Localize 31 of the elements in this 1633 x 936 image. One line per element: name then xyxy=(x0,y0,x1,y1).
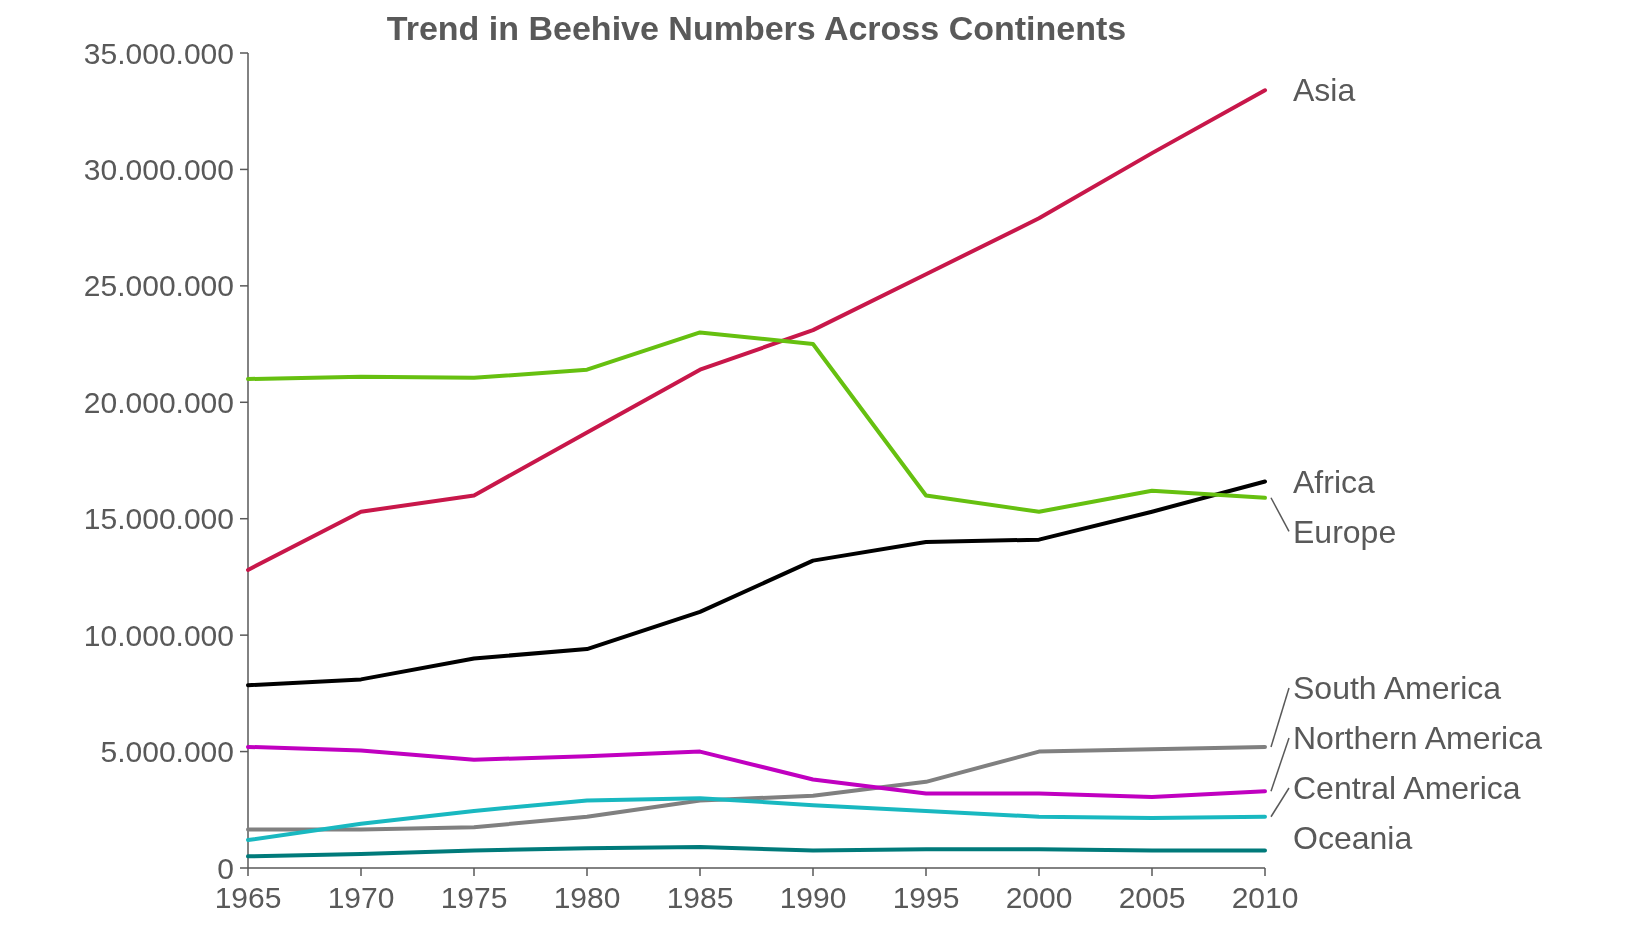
x-tick-label: 1985 xyxy=(666,881,734,914)
series-label: Oceania xyxy=(1293,820,1413,857)
y-tick-label: 25.000.000 xyxy=(83,269,234,303)
series-label: Asia xyxy=(1293,72,1356,109)
series-label: Northern America xyxy=(1293,720,1543,757)
line-series xyxy=(246,479,1267,688)
x-tick-label: 1995 xyxy=(892,881,960,914)
series-label: Europe xyxy=(1293,513,1397,550)
series-label: Africa xyxy=(1293,463,1375,500)
line-series xyxy=(246,796,1267,843)
y-tick-label: 10.000.000 xyxy=(83,618,234,652)
y-tick-label: 35.000.000 xyxy=(83,36,234,70)
x-tick-label: 1970 xyxy=(327,881,395,914)
x-tick-label: 2010 xyxy=(1231,881,1299,914)
chart-title: Trend in Beehive Numbers Across Continents xyxy=(386,9,1127,47)
line-series xyxy=(246,330,1267,514)
x-tick-label: 2005 xyxy=(1118,881,1186,914)
x-tick-label: 2000 xyxy=(1005,881,1073,914)
x-tick-label: 1980 xyxy=(553,881,621,914)
line-series xyxy=(246,88,1267,572)
line-series xyxy=(246,845,1267,859)
x-tick-label: 1975 xyxy=(440,881,508,914)
y-tick-label: 15.000.000 xyxy=(83,502,234,536)
series-label: South America xyxy=(1293,670,1502,707)
y-tick-label: 30.000.000 xyxy=(83,152,234,186)
series-label: Central America xyxy=(1293,770,1521,807)
x-tick-label: 1990 xyxy=(779,881,847,914)
y-tick-label: 5.000.000 xyxy=(100,735,234,769)
y-tick-label: 20.000.000 xyxy=(83,385,234,419)
line-series xyxy=(246,744,1267,832)
line-series xyxy=(246,744,1267,799)
